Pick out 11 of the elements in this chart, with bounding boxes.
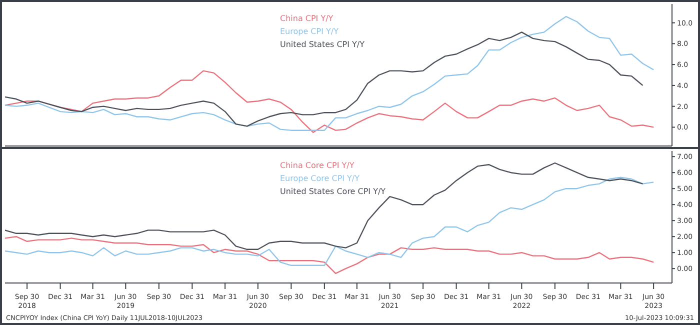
text: China Core CPI Y/Y (280, 160, 356, 172)
text: Europe CPI Y/Y (280, 26, 340, 38)
line-series (5, 236, 654, 274)
line-series (5, 176, 654, 266)
line-series (5, 16, 654, 131)
text: United States CPI Y/Y (280, 39, 364, 51)
line-series (5, 162, 644, 250)
text: Europe Core CPI Y/Y (280, 173, 361, 185)
line-series (5, 70, 654, 134)
series-label: United States Core CPI Y/Y (280, 186, 386, 198)
text: China CPI Y/Y (280, 13, 334, 25)
